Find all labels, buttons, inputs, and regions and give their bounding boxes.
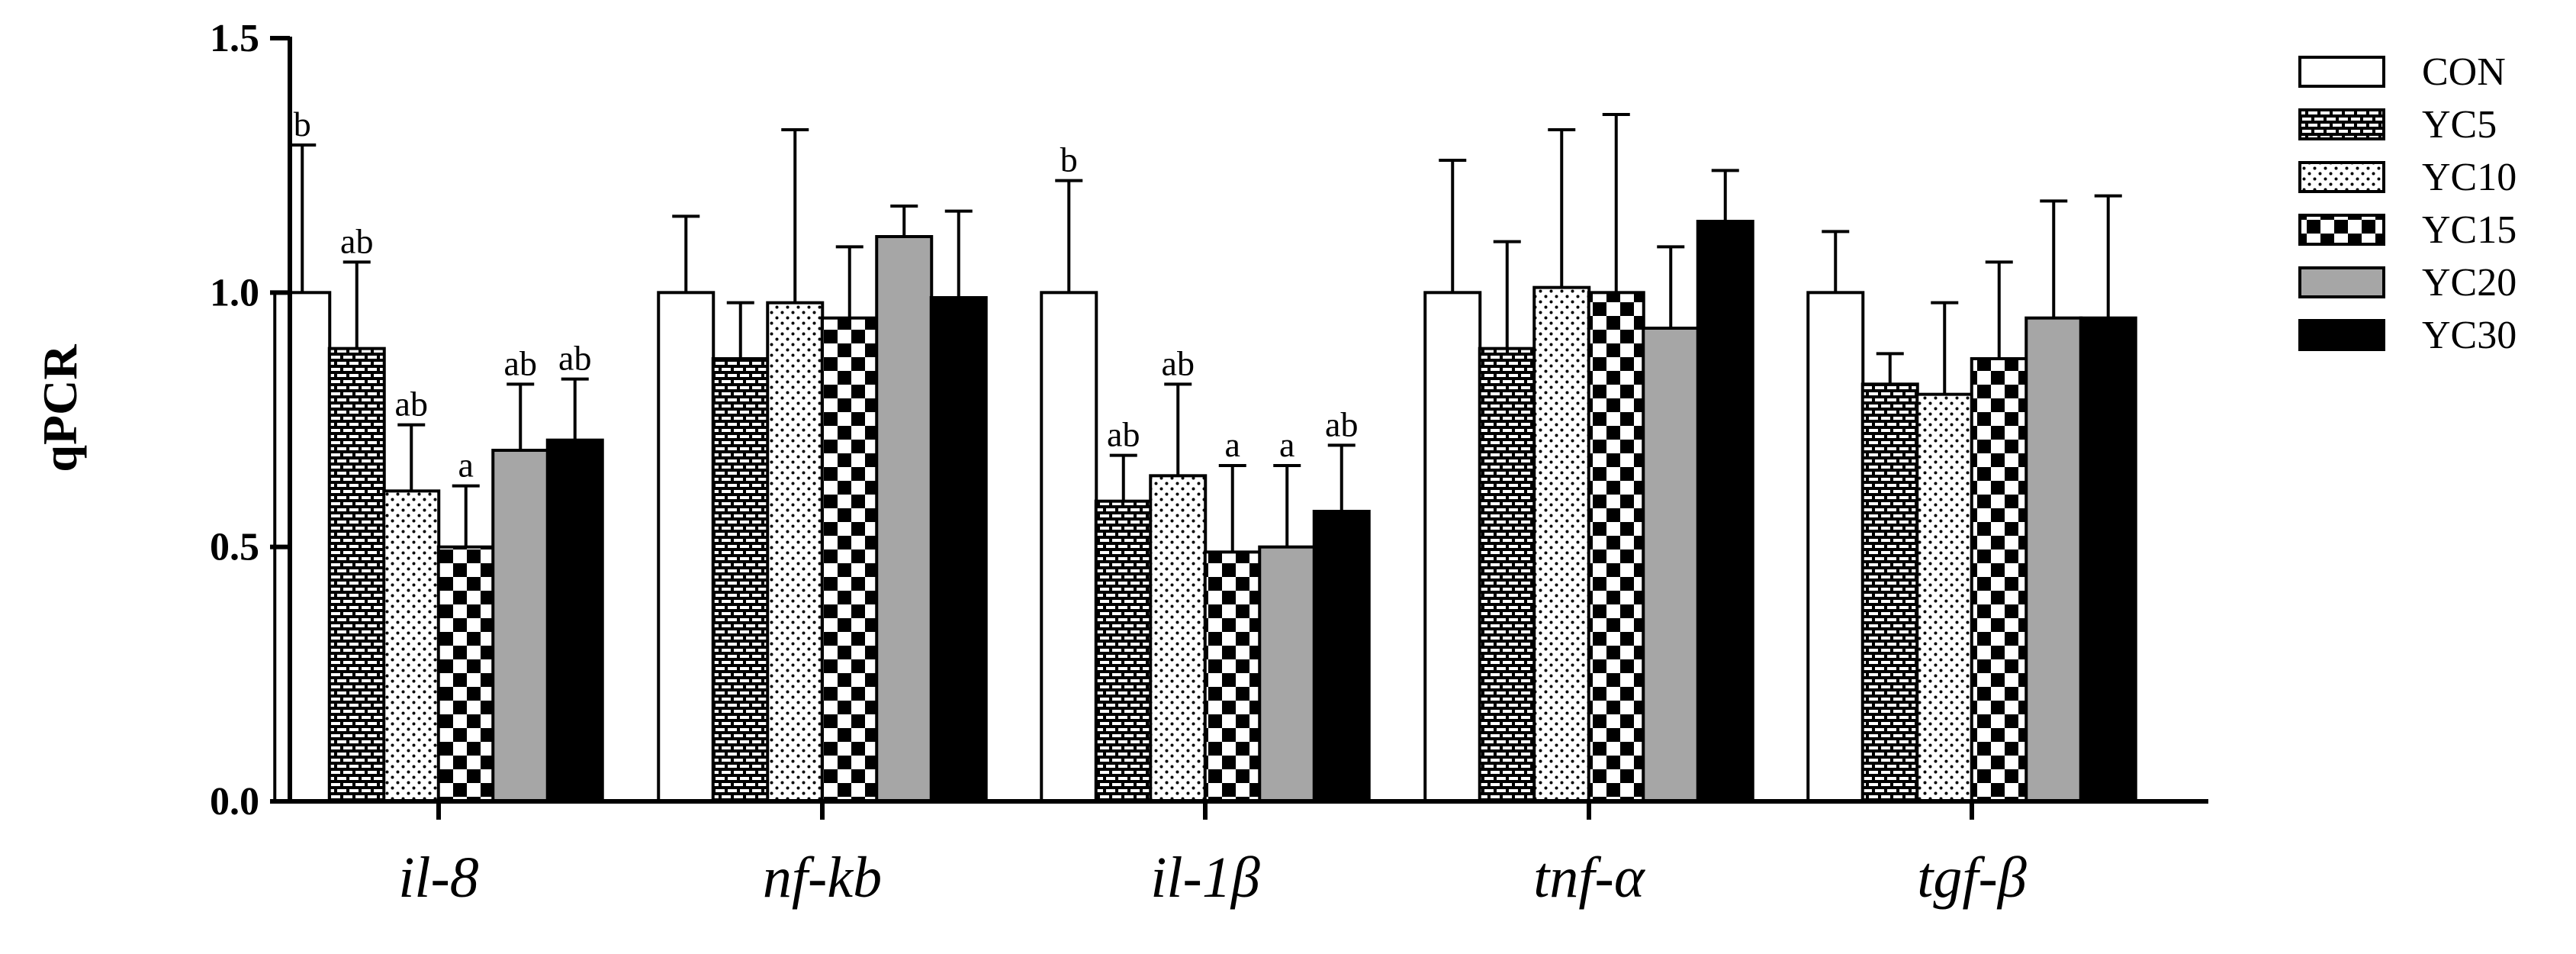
bar-yc10-2: [1149, 474, 1208, 803]
significance-letter: ab: [1107, 415, 1140, 454]
legend-swatch-yc5: [2298, 108, 2385, 140]
bar-yc30-0: [545, 438, 604, 804]
bar-con-1: [657, 291, 716, 804]
significance-letter: ab: [1162, 343, 1195, 382]
bar-yc15-0: [436, 545, 495, 804]
bar-yc30-4: [2079, 316, 2137, 803]
significance-letter: a: [1225, 425, 1240, 464]
legend-label-yc20: YC20: [2422, 261, 2517, 305]
bar-yc10-1: [766, 301, 825, 803]
bar-yc15-2: [1203, 550, 1262, 803]
significance-letter: a: [1279, 425, 1294, 464]
bar-yc20-4: [2024, 316, 2083, 803]
legend-swatch-yc30: [2298, 319, 2385, 351]
y-axis-label: qPCR: [33, 344, 87, 472]
significance-letter: ab: [1325, 404, 1358, 443]
legend-swatch-yc10: [2298, 161, 2385, 193]
bar-yc15-3: [1587, 291, 1645, 804]
significance-letter: b: [294, 105, 311, 143]
x-tick-label: il-8: [398, 846, 479, 910]
bar-yc10-0: [382, 489, 441, 803]
bar-yc5-2: [1094, 499, 1153, 804]
bar-yc10-4: [1915, 392, 1974, 803]
legend-label-con: CON: [2422, 50, 2506, 94]
x-tick-label: il-1β: [1150, 846, 1260, 910]
y-tick-label: 1.5: [210, 17, 259, 60]
legend: CON YC5 YC10 YC15 YC20 YC30: [2298, 50, 2517, 357]
x-tick-label: tgf-β: [1917, 846, 2027, 910]
x-tick-label: tnf-α: [1533, 846, 1646, 910]
bar-yc30-3: [1696, 220, 1754, 803]
axes: 0.0 0.5 1.0 1.5 il-8 nf-kb il-1β tnf-α tgf-β: [210, 17, 2208, 910]
bar-yc5-4: [1860, 382, 1919, 804]
bar-yc30-2: [1312, 510, 1371, 803]
legend-swatch-yc15: [2298, 214, 2385, 246]
bar-yc20-2: [1258, 545, 1317, 804]
x-tick-label: nf-kb: [763, 846, 882, 910]
bar-yc30-1: [929, 296, 988, 803]
bar-yc5-1: [711, 357, 770, 803]
bar-yc20-1: [875, 235, 934, 803]
bar-yc5-3: [1478, 346, 1536, 803]
significance-letter: ab: [340, 221, 373, 260]
legend-label-yc15: YC15: [2422, 208, 2517, 252]
bar-yc15-1: [820, 316, 879, 803]
bar-yc20-0: [491, 449, 550, 803]
legend-label-yc10: YC10: [2422, 156, 2517, 199]
bar-yc5-0: [327, 346, 386, 803]
legend-swatch-yc20: [2298, 266, 2385, 298]
y-tick-label: 0.0: [210, 780, 259, 823]
significance-letter: ab: [558, 339, 591, 378]
bar-con-3: [1423, 291, 1482, 804]
y-tick-label: 0.5: [210, 526, 259, 569]
bar-con-4: [1806, 291, 1865, 804]
significance-letter: b: [1060, 140, 1078, 179]
bar-yc15-4: [1970, 357, 2028, 803]
significance-letter: ab: [504, 343, 537, 382]
legend-label-yc5: YC5: [2422, 103, 2497, 147]
significance-letter: a: [458, 446, 474, 485]
bar-con-2: [1040, 291, 1098, 804]
bar-yc10-3: [1532, 285, 1591, 803]
y-tick-label: 1.0: [210, 271, 259, 314]
bar-yc20-3: [1642, 327, 1700, 803]
legend-swatch-con: [2298, 56, 2385, 88]
significance-letter: ab: [395, 385, 428, 424]
legend-label-yc30: YC30: [2422, 314, 2517, 357]
